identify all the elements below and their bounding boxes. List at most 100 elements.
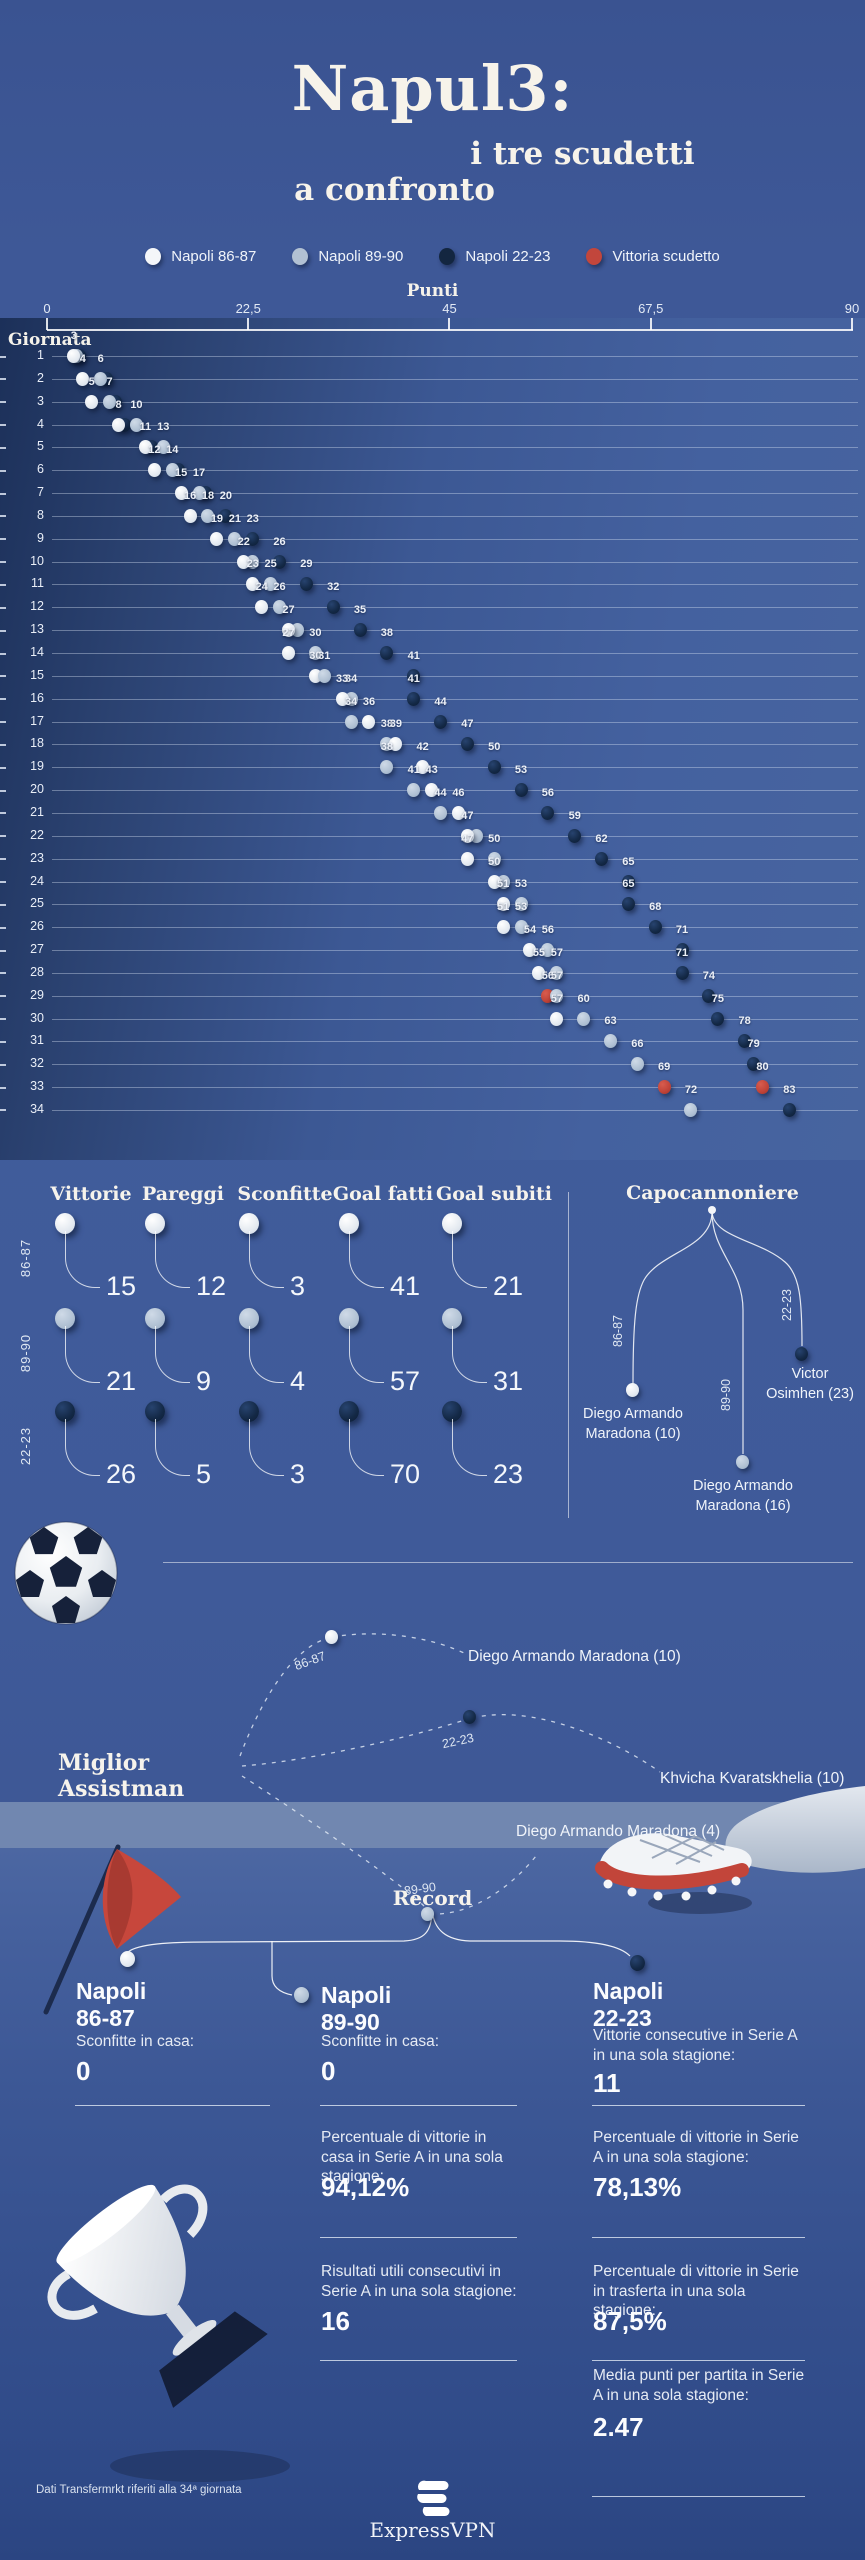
chart-dot-g33-r <box>657 1080 671 1095</box>
stats-connector-curve <box>249 1419 284 1476</box>
record-divider <box>320 2105 517 2106</box>
chart-dot-g21-w <box>451 805 465 820</box>
stats-value: 15 <box>106 1271 137 1301</box>
chart-dot-label: 23 <box>246 558 259 571</box>
giornata-number: 25 <box>30 896 44 911</box>
chart-dot-label: 8 <box>115 398 122 411</box>
giornata-left-tick <box>0 812 6 815</box>
assistman-title: Miglior Assistman <box>58 1750 185 1802</box>
giornata-grid-line <box>52 1018 858 1020</box>
giornata-grid-line <box>52 1087 858 1089</box>
chart-dot-label: 68 <box>649 901 662 914</box>
chart-dot-g14-l <box>308 646 322 661</box>
chart-dot-g9-d <box>246 531 260 546</box>
chart-dot-g27-l <box>541 943 555 958</box>
chart-dot-label: 36 <box>362 695 376 708</box>
stats-dot <box>145 1401 165 1422</box>
chart-dot-label: 13 <box>157 421 170 434</box>
chart-dot-g8-l <box>201 508 215 523</box>
giornata-left-tick <box>0 698 6 701</box>
record-item-value: 87,5% <box>593 2306 667 2336</box>
chart-dot-g29-l <box>550 988 564 1003</box>
chart-dot-label: 19 <box>210 512 224 525</box>
chart-dot-label: 47 <box>461 718 474 731</box>
chart-dot-label: 34 <box>344 672 358 685</box>
giornata-grid-line <box>52 995 858 997</box>
giornata-number: 2 <box>37 370 44 385</box>
chart-dot-g23-w <box>460 851 474 866</box>
chart-dot-label: 65 <box>622 855 635 868</box>
giornata-grid-line <box>52 653 858 655</box>
chart-dot-g17-l <box>344 714 358 729</box>
chart-dot-g6-w <box>147 463 161 478</box>
record-item-value: 0 <box>321 2056 336 2086</box>
napoli-89-90-legend-dot-icon <box>292 248 309 265</box>
giornata-left-tick <box>0 766 6 769</box>
page-subtitle-2: a confronto <box>294 172 495 208</box>
stats-value: 70 <box>390 1459 421 1489</box>
giornata-left-tick <box>0 652 6 655</box>
chart-dot-g15-l <box>317 668 331 683</box>
record-column-title: Napoli 86-87 <box>76 1978 147 2031</box>
chart-dot-g8-w <box>183 508 197 523</box>
record-divider <box>75 2105 270 2106</box>
chart-dot-label: 56 <box>541 786 554 799</box>
record-item-value: 78,13% <box>593 2172 682 2202</box>
assistman-season-86-87: 86-87 <box>292 1648 328 1674</box>
giornata-grid-line <box>52 1064 858 1066</box>
chart-dot-label: 50 <box>488 741 501 754</box>
giornata-left-tick <box>0 1018 6 1021</box>
record-divider <box>592 2237 805 2238</box>
chart-dot-label: 20 <box>219 489 232 502</box>
chart-dot-label: 53 <box>514 901 528 914</box>
chart-dot-label: 38 <box>380 718 393 731</box>
record-dot-Napoli-89-90 <box>293 1986 309 2003</box>
record-title: Record <box>392 1886 473 1910</box>
chart-dot-label: 14 <box>166 444 179 457</box>
giornata-grid-line <box>52 950 858 952</box>
chart-dot-g22-d <box>568 828 582 843</box>
legend: Napoli 86-87 Napoli 89-90 Napoli 22-23 Vitt… <box>0 248 865 265</box>
chart-dot-label: 7 <box>106 375 113 388</box>
chart-dot-label: 27 <box>282 604 295 617</box>
chart-dot-g18-w <box>389 737 403 752</box>
chart-dot-label: 72 <box>684 1083 698 1096</box>
stats-dot <box>339 1308 359 1329</box>
giornata-number: 6 <box>37 462 44 477</box>
chart-dot-g24-d <box>621 874 635 889</box>
chart-dot-g26-d <box>648 920 662 935</box>
chart-dot-g11-d <box>299 577 313 592</box>
stats-column-header: Vittorie <box>50 1183 132 1205</box>
record-divider <box>320 2237 517 2238</box>
chart-dot-label: 22 <box>237 535 250 548</box>
chart-dot-g34-d <box>782 1102 796 1117</box>
chart-dot-g9-w <box>210 531 224 546</box>
giornata-left-tick <box>0 1109 6 1112</box>
record-divider <box>592 2360 805 2361</box>
record-item-value: 16 <box>321 2306 350 2336</box>
chart-dot-label: 71 <box>675 946 689 959</box>
capocannoniere-season-22-23: 22-23 <box>780 1289 794 1321</box>
chart-dot-g11-l <box>264 577 278 592</box>
giornata-grid-line <box>52 470 858 472</box>
chart-dot-g14-d <box>380 646 394 661</box>
chart-dot-g16-d <box>407 691 421 706</box>
chart-dot-g21-l <box>434 805 448 820</box>
giornata-grid-line <box>52 767 858 769</box>
giornata-number: 14 <box>30 645 44 660</box>
chart-dot-g1-w <box>67 349 81 363</box>
stats-connector-curve <box>65 1231 100 1288</box>
soccer-ball-illustration <box>14 1521 118 1625</box>
chart-dot-label: 26 <box>273 581 286 594</box>
chart-dot-g20-w <box>425 783 439 798</box>
stats-connector-curve <box>155 1326 190 1383</box>
stats-column-header: Goal subiti <box>435 1183 553 1205</box>
giornata-grid-line <box>52 493 858 495</box>
stats-value: 41 <box>390 1271 421 1301</box>
giornata-left-tick <box>0 881 6 883</box>
chart-dot-label: 31 <box>318 649 331 662</box>
legend-item-napoli-89-90: Napoli 89-90 <box>292 248 403 265</box>
chart-dot-label: 5 <box>88 375 95 388</box>
capocannoniere-dot-89-90 <box>736 1455 749 1469</box>
giornata-grid-line <box>52 401 858 403</box>
